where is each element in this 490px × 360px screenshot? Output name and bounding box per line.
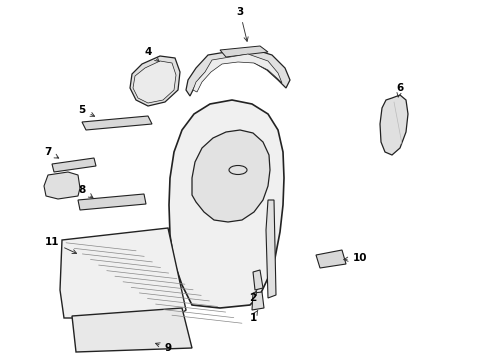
Polygon shape <box>72 308 192 352</box>
Polygon shape <box>133 61 176 103</box>
Polygon shape <box>316 250 346 268</box>
Polygon shape <box>253 270 263 290</box>
Text: 10: 10 <box>344 253 367 263</box>
Polygon shape <box>44 172 80 199</box>
Text: 7: 7 <box>44 147 59 158</box>
Text: 9: 9 <box>155 343 172 353</box>
Text: 6: 6 <box>396 83 404 97</box>
Text: 5: 5 <box>78 105 95 116</box>
Text: 8: 8 <box>78 185 93 198</box>
Text: 3: 3 <box>236 7 248 41</box>
Polygon shape <box>186 48 290 96</box>
Polygon shape <box>60 228 186 318</box>
Polygon shape <box>193 54 282 92</box>
Polygon shape <box>192 130 270 222</box>
Polygon shape <box>380 95 408 155</box>
Text: 11: 11 <box>45 237 76 253</box>
Polygon shape <box>82 116 152 130</box>
Polygon shape <box>130 56 180 106</box>
Polygon shape <box>169 100 284 308</box>
Text: 2: 2 <box>249 290 257 303</box>
Polygon shape <box>52 158 96 172</box>
Text: 1: 1 <box>249 310 258 323</box>
Polygon shape <box>220 46 268 57</box>
Polygon shape <box>78 194 146 210</box>
Polygon shape <box>266 200 276 298</box>
Text: 4: 4 <box>145 47 159 62</box>
Polygon shape <box>252 292 264 310</box>
